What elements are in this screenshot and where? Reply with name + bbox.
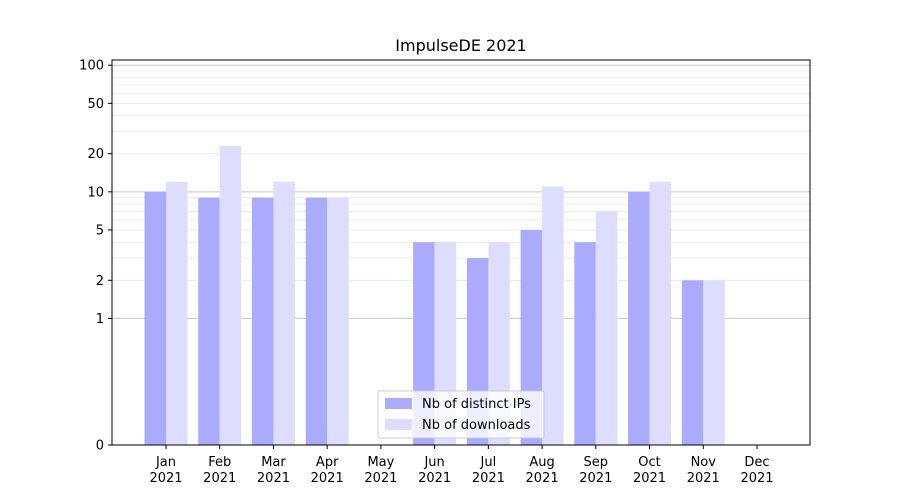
bar-distinct-ips [251, 197, 274, 445]
legend-label-ips: Nb of distinct IPs [422, 397, 531, 412]
legend-label-downloads: Nb of downloads [422, 418, 531, 433]
x-tick-label-year: 2021 [257, 471, 290, 486]
x-tick-label-month: Jan [155, 455, 176, 470]
legend-swatch-ips [385, 398, 412, 409]
y-tick-label: 20 [87, 147, 104, 162]
x-tick-label-month: Feb [208, 455, 231, 470]
x-tick-label-year: 2021 [364, 471, 397, 486]
x-axis: Jan2021Feb2021Mar2021Apr2021May2021Jun20… [149, 445, 774, 486]
bar-distinct-ips [144, 191, 166, 445]
legend-box [377, 390, 545, 439]
x-tick-label-month: Sep [584, 455, 609, 470]
bar-downloads [595, 211, 618, 445]
bars [144, 146, 725, 446]
x-tick-label-year: 2021 [203, 471, 236, 486]
bar-distinct-ips [681, 280, 704, 445]
x-tick-label-month: Nov [691, 455, 717, 470]
x-tick-label-year: 2021 [526, 471, 559, 486]
bar-downloads [542, 186, 564, 446]
x-tick-label-month: Dec [744, 455, 769, 470]
bar-distinct-ips [628, 191, 650, 445]
bar-distinct-ips [574, 242, 596, 445]
x-tick-label-year: 2021 [149, 471, 182, 486]
x-tick-label-year: 2021 [633, 471, 666, 486]
x-tick-label-year: 2021 [311, 471, 344, 486]
x-tick-label-year: 2021 [740, 471, 773, 486]
x-tick-label-month: Apr [316, 455, 339, 470]
x-tick-label-month: Oct [638, 455, 660, 470]
legend-swatch-downloads [385, 419, 412, 430]
y-tick-label: 5 [96, 223, 104, 238]
plot-frame [111, 59, 811, 446]
y-axis: 0 1 2 5 10 20 50 100 [79, 59, 112, 454]
y-tick-label: 100 [79, 59, 104, 74]
bar-downloads [273, 181, 295, 445]
bar-downloads [166, 181, 188, 445]
chart-title: ImpulseDE 2021 [395, 36, 526, 55]
x-tick-label-month: Jul [480, 455, 497, 470]
x-tick-label-year: 2021 [579, 471, 612, 486]
x-tick-label-year: 2021 [472, 471, 505, 486]
x-tick-label-month: Jun [423, 455, 444, 470]
y-tick-label: 2 [96, 274, 104, 289]
bar-downloads [219, 146, 242, 445]
bar-downloads [649, 181, 672, 445]
x-tick-label-year: 2021 [418, 471, 451, 486]
x-tick-label-month: Aug [529, 455, 554, 470]
x-tick-label-month: May [367, 455, 394, 470]
legend: Nb of distinct IPs Nb of downloads [377, 390, 545, 439]
y-tick-label: 0 [96, 439, 104, 454]
y-tick-label: 10 [87, 185, 104, 200]
bar-distinct-ips [305, 197, 328, 445]
y-tick-label: 50 [87, 97, 104, 112]
y-tick-label: 1 [96, 312, 104, 327]
bar-downloads [327, 197, 349, 445]
bar-distinct-ips [198, 197, 220, 445]
x-tick-label-year: 2021 [687, 471, 720, 486]
bar-downloads [703, 280, 725, 445]
x-tick-label-month: Mar [261, 455, 286, 470]
